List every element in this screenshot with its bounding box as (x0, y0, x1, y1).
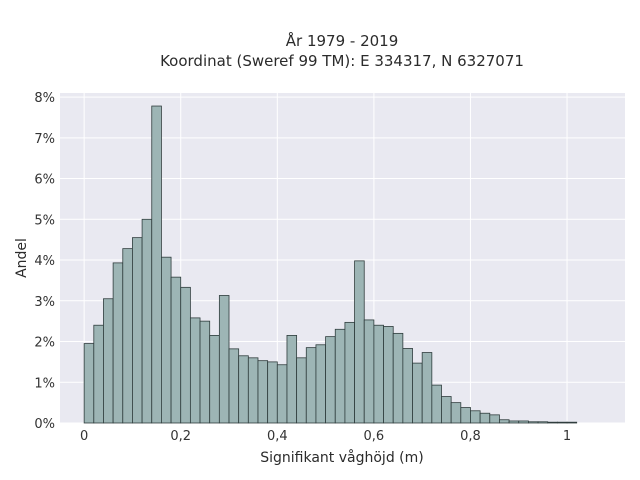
histogram-bar (373, 324, 384, 424)
histogram-bar (103, 298, 114, 424)
x-tick-label: 0,6 (364, 429, 385, 444)
histogram-bar (228, 348, 240, 424)
histogram-bar (499, 419, 510, 424)
x-tick-label: 0,8 (460, 429, 481, 444)
x-tick-label: 0,2 (170, 429, 191, 444)
histogram-bar (161, 256, 172, 424)
histogram-bars (83, 105, 578, 424)
histogram-bar (421, 352, 433, 424)
y-tick-label: 1% (34, 376, 55, 391)
histogram-bar (518, 420, 529, 424)
x-tick-label: 0,4 (267, 429, 288, 444)
histogram-bar (151, 105, 162, 424)
x-axis-label: Signifikant våghöjd (m) (260, 449, 423, 466)
x-tick-label: 0 (80, 429, 88, 444)
histogram-bar (122, 248, 133, 424)
y-tick-label: 3% (34, 295, 55, 310)
histogram-bar (218, 295, 230, 424)
y-tick-label: 4% (34, 254, 55, 269)
y-tick-label: 7% (34, 132, 55, 147)
histogram-bar (189, 317, 201, 424)
histogram-bar (383, 326, 394, 424)
histogram-bar (556, 421, 568, 424)
y-tick-label: 5% (34, 213, 55, 228)
histogram-bar (334, 328, 346, 424)
histogram-bar (528, 421, 539, 424)
histogram-bar (170, 276, 182, 424)
histogram-bar (209, 335, 220, 424)
histogram-bar (141, 218, 153, 424)
histogram-bar (402, 348, 413, 424)
histogram-bar (392, 332, 404, 424)
histogram-bar (257, 360, 269, 424)
histogram-bar (93, 324, 104, 424)
histogram-bar (305, 347, 317, 424)
histogram-bar (276, 364, 288, 424)
histogram-bar (441, 396, 452, 424)
histogram-bar (547, 421, 558, 424)
histogram-bar (296, 357, 307, 424)
histogram-bar (112, 262, 124, 424)
histogram-bar (247, 357, 259, 424)
histogram-bar (180, 286, 191, 424)
histogram-bar (537, 421, 549, 424)
histogram-bar (344, 321, 355, 424)
histogram-bar (470, 410, 481, 424)
histogram-bar (83, 343, 95, 424)
y-tick-label: 0% (34, 417, 55, 432)
y-tick-label: 2% (34, 336, 55, 351)
histogram-bar (315, 344, 326, 424)
y-axis-label: Andel (14, 238, 30, 278)
histogram-bar (508, 420, 520, 424)
histogram-bar (363, 319, 375, 424)
chart-title: År 1979 - 2019 (286, 31, 399, 50)
histogram-bar (412, 362, 423, 424)
x-axis-ticks: 0 0,2 0,4 0,6 0,8 1 (80, 429, 571, 444)
histogram-bar (450, 402, 462, 424)
histogram-bar (199, 320, 211, 424)
histogram-bar (325, 336, 336, 424)
x-tick-label: 1 (563, 429, 571, 444)
y-tick-label: 6% (34, 173, 55, 188)
histogram-bar (489, 414, 500, 424)
histogram-bar (354, 260, 365, 424)
histogram-bar (566, 421, 578, 424)
y-tick-label: 8% (34, 91, 55, 106)
histogram-bar (132, 237, 143, 424)
histogram-bar (286, 335, 298, 424)
y-axis-ticks: 0% 1% 2% 3% 4% 5% 6% 7% 8% (34, 91, 55, 432)
chart-subtitle: Koordinat (Sweref 99 TM): E 334317, N 63… (160, 52, 524, 70)
histogram-bar (431, 384, 442, 424)
histogram-bar (267, 361, 278, 424)
histogram-bar (238, 355, 249, 424)
histogram-bar (479, 412, 491, 424)
histogram-bar (460, 407, 471, 424)
